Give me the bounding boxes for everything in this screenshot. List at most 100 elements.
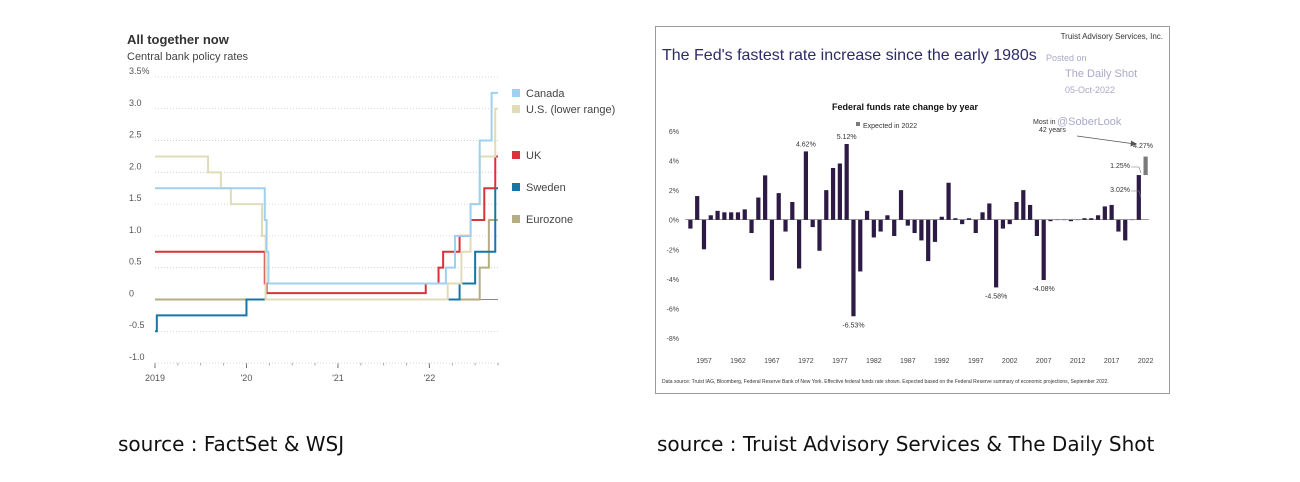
bar-2021 [1136, 175, 1141, 220]
y-tick-label: -6% [667, 306, 679, 313]
leader-line-base [1131, 190, 1142, 199]
x-tick-label: 1962 [730, 358, 746, 365]
y-tick-label: -8% [667, 336, 679, 343]
bar-1964 [749, 219, 754, 234]
chart-subtitle: Federal funds rate change by year [832, 102, 979, 112]
x-tick-label: 2012 [1070, 358, 1086, 365]
y-tick-label: -0.5 [129, 320, 145, 330]
data-label-base-2022: 3.02% [1110, 187, 1130, 194]
chart-frame [655, 26, 1170, 394]
annotation-line-1: Most in [1033, 119, 1056, 126]
chart-title: The Fed's fastest rate increase since th… [662, 47, 1037, 64]
bar-1959 [715, 210, 720, 220]
bar-1980 [858, 219, 863, 272]
chart-subtitle: Central bank policy rates [127, 51, 249, 63]
x-tick-label: 2007 [1036, 358, 1052, 365]
bar-1996 [966, 218, 972, 220]
bar-1974 [817, 219, 822, 251]
watermark-handle: @SoberLook [1057, 116, 1122, 128]
bar-2016 [1102, 206, 1107, 220]
bar-1970 [790, 201, 795, 220]
bar-2007 [1041, 219, 1046, 281]
x-tick-label: 2019 [145, 373, 165, 383]
y-tick-label: 0 [129, 288, 134, 298]
y-tick-label: 2.5 [129, 130, 142, 140]
x-tick-label: '21 [332, 373, 344, 383]
series-line-canada [155, 91, 498, 285]
bar-2015 [1095, 215, 1101, 220]
data-label: 4.62% [796, 141, 816, 148]
bar-1994 [953, 218, 958, 220]
bar-1981 [864, 210, 870, 220]
bar-1990 [926, 219, 931, 262]
bar-1992 [939, 216, 944, 220]
bar-1958 [708, 215, 713, 220]
bar-1978 [844, 144, 849, 220]
bar-1987 [905, 219, 910, 226]
leader-line-expected [1131, 166, 1142, 174]
bar-1979 [851, 219, 856, 317]
bar-1956 [695, 196, 700, 220]
bar-1991 [932, 219, 938, 242]
legend-label: Expected in 2022 [863, 123, 917, 130]
footnote: Data source: Truist IAG, Bloomberg, Fede… [662, 379, 1109, 385]
bar-2018 [1116, 219, 1121, 232]
data-label: -4.08% [1033, 286, 1055, 293]
y-tick-label: 3.5% [129, 66, 150, 76]
bar-2019 [1123, 219, 1128, 241]
x-tick-label: 1997 [968, 358, 984, 365]
central-bank-rates-chart: All together now Central bank policy rate… [127, 32, 615, 383]
bar-1963 [742, 209, 747, 220]
left-source-caption: source : FactSet & WSJ [118, 432, 345, 456]
legend-label: Canada [526, 88, 565, 100]
y-tick-label: 2% [669, 188, 679, 195]
bar-1985 [892, 219, 897, 236]
bar-1962 [735, 212, 741, 220]
bar-1957 [701, 219, 707, 250]
y-tick-label: -4% [667, 277, 679, 284]
legend-label: Sweden [526, 182, 566, 194]
watermark-date: 05-Oct-2022 [1065, 85, 1115, 95]
bar-1998 [980, 212, 985, 220]
bar-2004 [1021, 190, 1026, 220]
bar-1984 [885, 215, 890, 220]
bar-1983 [878, 219, 883, 232]
header-source: Truist Advisory Services, Inc. [1061, 32, 1163, 41]
bar-2011 [1068, 219, 1073, 222]
y-tick-label: 6% [669, 129, 679, 136]
legend-swatch [856, 122, 860, 126]
x-tick-label: 2002 [1002, 358, 1018, 365]
bar-1971 [796, 219, 802, 269]
chart-title: All together now [127, 32, 230, 47]
bar-1972 [803, 151, 809, 220]
bar-1993 [946, 182, 951, 220]
bar-2014 [1089, 218, 1094, 220]
data-label: 5.12% [837, 134, 857, 141]
bar-1999 [987, 203, 992, 220]
bar-2003 [1014, 201, 1019, 220]
legend-swatch [512, 215, 520, 223]
bar-1973 [810, 219, 815, 228]
x-tick-label: 1992 [934, 358, 950, 365]
legend-label: U.S. (lower range) [526, 104, 615, 116]
bar-1988 [912, 219, 917, 234]
bar-2006 [1034, 219, 1040, 236]
x-tick-label: 2022 [1138, 358, 1154, 365]
annotation-arrow-head [1130, 140, 1137, 147]
y-tick-label: 1.0 [129, 225, 142, 235]
bar-2000 [994, 219, 999, 288]
y-tick-label: 3.0 [129, 98, 142, 108]
bar-1968 [776, 193, 781, 220]
bar-2022-expected [1143, 156, 1148, 176]
bar-2005 [1027, 204, 1033, 220]
bar-1967 [769, 219, 775, 281]
legend-swatch [512, 151, 520, 159]
series-line-eurozone [155, 219, 498, 301]
bar-1986 [898, 190, 904, 220]
y-tick-label: 0.5 [129, 257, 142, 267]
legend-label: Eurozone [526, 214, 573, 226]
x-tick-label: '20 [241, 373, 253, 383]
y-tick-label: 2.0 [129, 161, 142, 171]
watermark-daily-shot: The Daily Shot [1065, 68, 1137, 80]
x-tick-label: 1972 [798, 358, 814, 365]
